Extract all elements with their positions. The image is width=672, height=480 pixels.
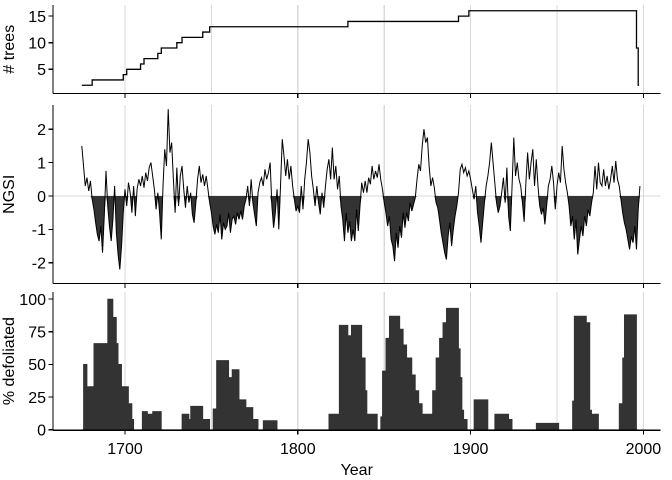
- x-tick-label: 1800: [280, 441, 316, 458]
- y-tick-label: 50: [28, 357, 46, 374]
- y-tick-label: 2: [37, 122, 46, 139]
- y-tick-label: 0: [37, 423, 46, 440]
- y-tick-label: 100: [19, 292, 46, 309]
- x-tick-label: 2000: [626, 441, 662, 458]
- y-tick-label: 15: [28, 9, 46, 26]
- ngsi-negative-fill: [81, 196, 640, 270]
- y-tick-label: -1: [32, 222, 46, 239]
- panel-trees: 5 10 15: [28, 5, 661, 98]
- ngsi-line: [81, 109, 641, 270]
- y-axis-title-trees: # trees: [1, 25, 18, 74]
- y-axis-title-ngsi: NGSI: [1, 175, 18, 214]
- x-tick-label: 1900: [453, 441, 489, 458]
- trees-step-line: [81, 10, 640, 86]
- panel-ngsi: -2 -1 0 1 2: [32, 105, 661, 288]
- y-tick-label: 5: [37, 62, 46, 79]
- y-tick-label: 0: [37, 189, 46, 206]
- x-axis-title: Year: [341, 462, 374, 479]
- panel-defoliation: 0 25 50 75 100: [19, 292, 661, 440]
- x-tick-label: 1700: [107, 441, 143, 458]
- y-tick-label: 10: [28, 35, 46, 52]
- y-tick-label: 75: [28, 325, 46, 342]
- defoliation-area: [81, 298, 639, 431]
- y-tick-label: -2: [32, 256, 46, 273]
- y-tick-label: 25: [28, 390, 46, 407]
- x-axis-labels: 1700 1800 1900 2000 Year: [107, 441, 661, 479]
- y-axis-title-defoliation: % defoliated: [1, 317, 18, 405]
- y-tick-label: 1: [37, 155, 46, 172]
